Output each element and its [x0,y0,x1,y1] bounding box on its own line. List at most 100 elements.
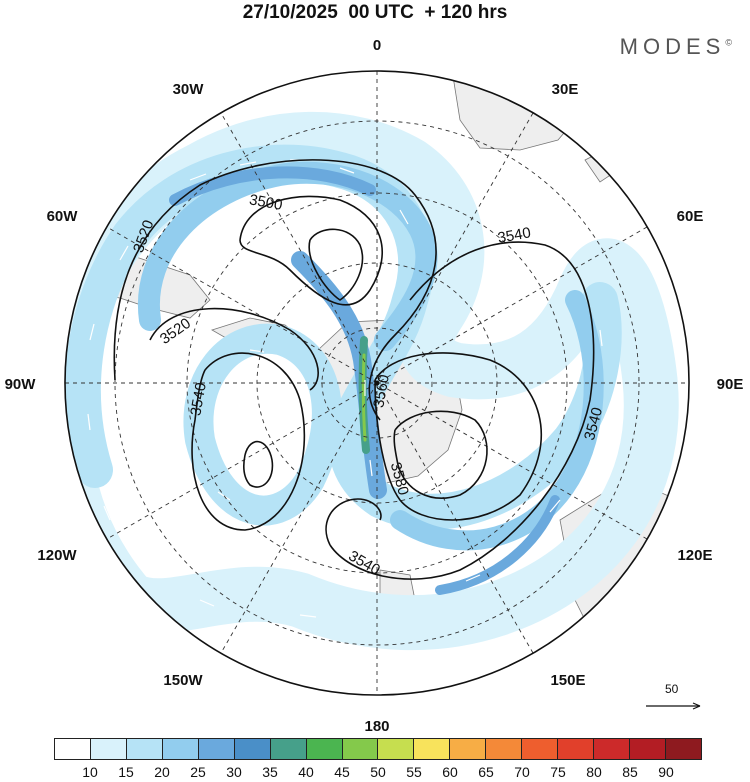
lon-label-120e: 120E [677,547,712,564]
wind-band-swirl-west [183,323,342,526]
wind-arrow [299,614,317,618]
colorbar-label: 45 [334,764,350,780]
colorbar-cell [414,739,451,759]
contour-3580 [393,410,488,499]
wind-arrow [249,349,265,353]
colorbar-cell [126,739,163,759]
wind-arrow [189,173,207,181]
wind-arrow [465,574,481,582]
reference-vector: 50 [640,680,710,716]
colorbar-label: 75 [550,764,566,780]
lon-label-90e: 90E [717,376,744,393]
colorbar-cell [594,739,630,759]
contour-3500 [239,195,384,306]
colorbar-label: 25 [190,764,206,780]
colorbar-label: 90 [658,764,674,780]
contour-3540-west-inner [243,440,274,488]
colorbar-label: 10 [82,764,98,780]
colorbar-label: 20 [154,764,170,780]
colorbar-cell [630,739,666,759]
wind-arrow [399,209,409,225]
wind-arrow [559,249,567,265]
wind-arrow [606,419,611,437]
lon-label-60e: 60E [677,208,704,225]
colorbar-cell [486,739,523,759]
colorbar-label: 35 [262,764,278,780]
colorbar-label: 40 [298,764,314,780]
wind-vectors [87,159,611,618]
wind-arrow [119,245,129,261]
latitude-circle [186,192,568,574]
wind-arrow [87,413,91,431]
contour-label: 3540 [187,381,210,417]
polar-map: 3500 3520 3520 3540 3540 3540 3540 3560 … [5,37,744,735]
contour-3540-east [329,241,595,580]
colorbar-cell [558,739,595,759]
height-contours [113,159,595,580]
contour-label: 3520 [157,315,194,348]
brand-logo: MODES© [620,34,732,60]
contour-3520-outer [113,159,437,421]
contour-3560 [374,352,543,521]
colorbar-cell [342,739,379,759]
colorbar-cell [270,739,307,759]
lon-label-120w: 120W [37,547,77,564]
colorbar-cell [378,739,415,759]
copyright-mark: © [725,37,732,48]
colorbar-label: 50 [370,764,386,780]
colorbar-cell [162,739,199,759]
contour-label: 3540 [496,224,532,247]
contour-label: 3500 [248,191,284,214]
lon-label-150w: 150W [163,672,203,689]
colorbar-label: 65 [478,764,494,780]
wind-arrow [103,505,111,521]
colorbar-label: 15 [118,764,134,780]
colorbar-label: 70 [514,764,530,780]
south-pole-marker [374,380,380,386]
colorbar-label: 85 [622,764,638,780]
lon-label-90w: 90W [5,376,37,393]
wind-shading [65,111,679,651]
map-boundary [64,70,690,696]
brand-name: MODES [619,34,726,59]
colorbar-cell [450,739,487,759]
lon-label-180: 180 [364,718,389,735]
colorbar-label: 80 [586,764,602,780]
wind-jet-peak [361,353,367,442]
colorbar-label: 55 [406,764,422,780]
wind-arrow [549,499,561,513]
colorbar-labels: 10 15 20 25 30 35 40 45 50 55 60 65 70 75 80 85 90 [54,764,702,782]
colorbar-cell [665,739,701,759]
lon-label-60w: 60W [47,208,79,225]
wind-arrow [369,459,373,477]
wind-core-southeast [435,495,560,595]
lon-label-30e: 30E [552,81,579,98]
colorbar-cell [90,739,127,759]
wind-arrow [239,161,257,166]
wind-arrow [199,599,215,607]
colorbar-label: 30 [226,764,242,780]
colorbar-cell [522,739,559,759]
lon-label-150e: 150E [550,672,585,689]
contour-3540-west [191,352,306,531]
map-title: 27/10/2025 00 UTC + 120 hrs [242,2,508,23]
colorbar-cell [198,739,235,759]
colorbar-label: 60 [442,764,458,780]
colorbar [54,738,702,760]
colorbar-cell [234,739,271,759]
colorbar-cell [306,739,343,759]
contour-3520-west [149,307,319,391]
colorbar-cell [55,739,91,759]
contour-3540-south [325,498,382,546]
wind-core-north [169,166,376,206]
lon-label-30w: 30W [173,81,205,98]
reference-vector-value: 50 [665,682,679,696]
reference-arrow-icon [646,702,701,710]
wind-band-east [390,290,604,551]
wind-arrow [599,329,603,347]
longitude-labels: 0 30E 60E 90E 120E 150E 180 150W 120W 90… [5,37,744,735]
lon-label-0: 0 [373,37,381,54]
wind-arrow [89,323,95,341]
wind-arrow [339,167,355,174]
contour-3500-inner [308,228,364,301]
